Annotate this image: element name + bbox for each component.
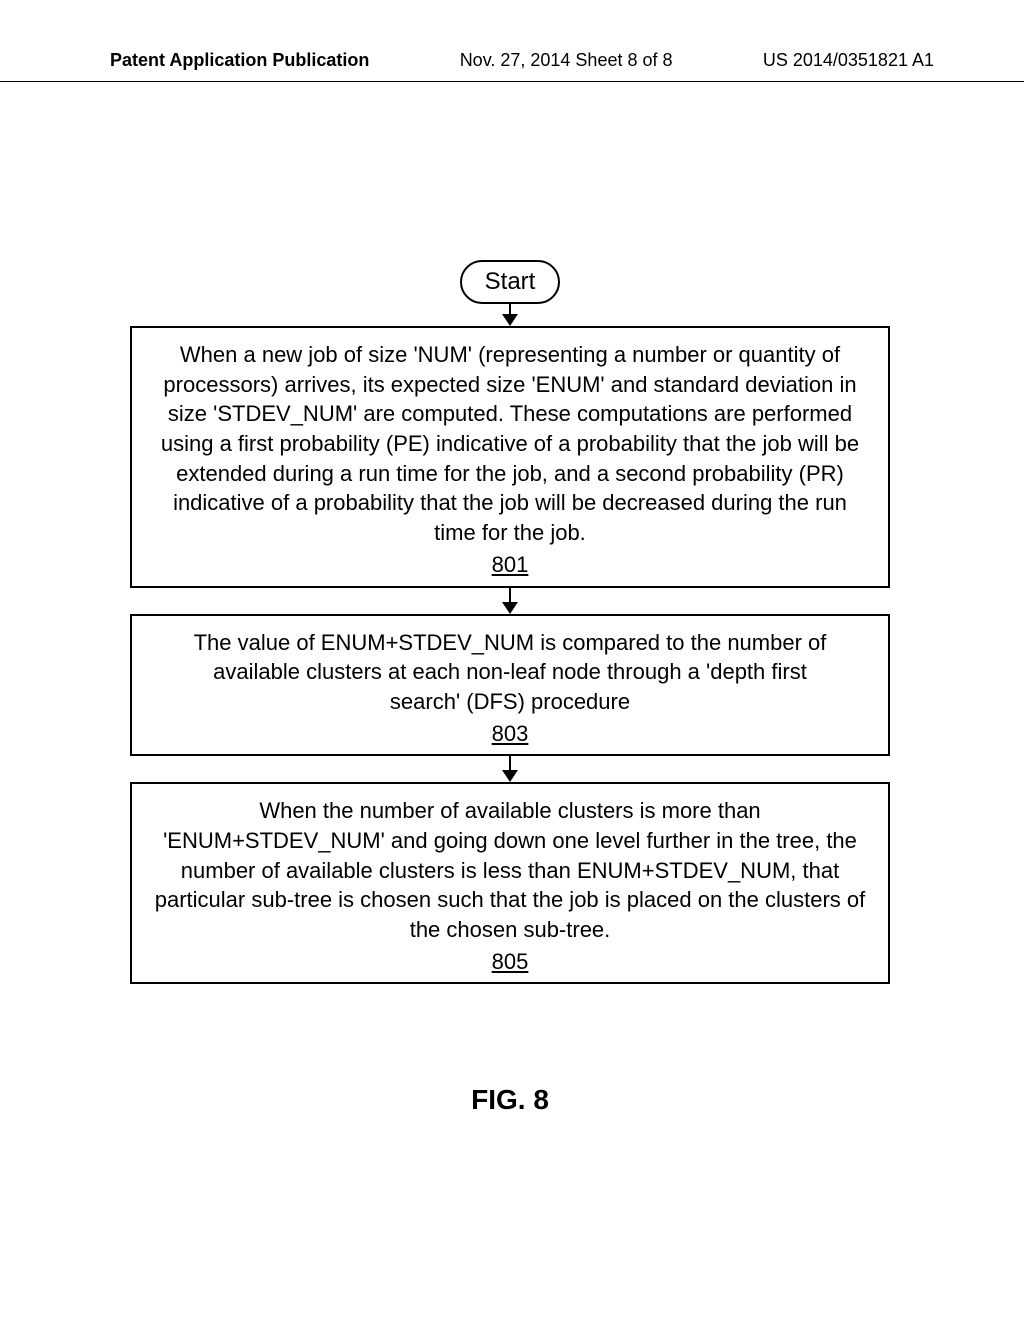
flow-box-1-text: When a new job of size 'NUM' (representi… <box>161 342 859 545</box>
header-left-text: Patent Application Publication <box>110 50 369 71</box>
arrow-head-icon <box>502 602 518 614</box>
arrow-head-icon <box>502 770 518 782</box>
flow-box-1: When a new job of size 'NUM' (representi… <box>130 326 890 588</box>
flow-box-2-text: The value of ENUM+STDEV_NUM is compared … <box>194 630 827 714</box>
arrow-connector <box>509 588 511 602</box>
start-node: Start <box>460 260 560 304</box>
flow-box-3-ref: 805 <box>152 947 868 977</box>
header-center-text: Nov. 27, 2014 Sheet 8 of 8 <box>460 50 673 71</box>
flow-box-3: When the number of available clusters is… <box>130 782 890 984</box>
arrow-connector <box>509 304 511 314</box>
start-label: Start <box>485 268 536 296</box>
arrow-head-icon <box>502 314 518 326</box>
flow-box-2-ref: 803 <box>192 719 828 749</box>
flowchart-diagram: Start When a new job of size 'NUM' (repr… <box>130 260 890 1116</box>
flow-box-3-text: When the number of available clusters is… <box>155 798 866 942</box>
page-header: Patent Application Publication Nov. 27, … <box>0 0 1024 82</box>
arrow-connector <box>509 756 511 770</box>
flow-box-2: The value of ENUM+STDEV_NUM is compared … <box>130 614 890 757</box>
flow-box-1-ref: 801 <box>152 550 868 580</box>
figure-label: FIG. 8 <box>130 1084 890 1116</box>
header-right-text: US 2014/0351821 A1 <box>763 50 934 71</box>
